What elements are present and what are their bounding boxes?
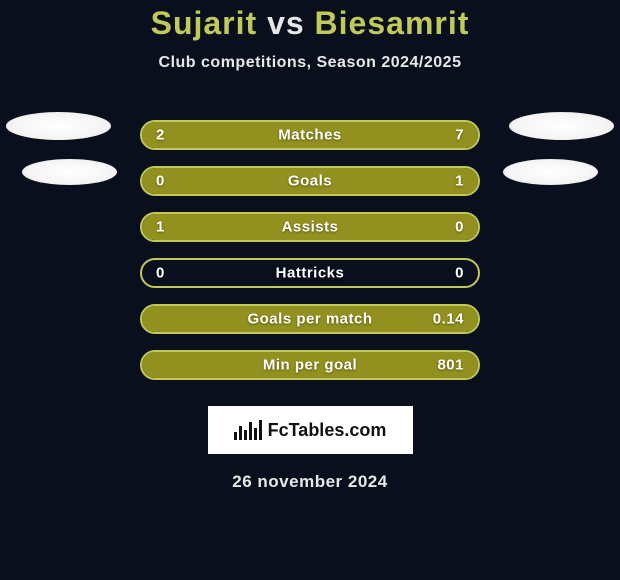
stat-label: Assists	[282, 219, 339, 236]
stat-label: Goals	[288, 173, 332, 190]
stat-label: Hattricks	[276, 265, 345, 282]
logo-text: FcTables.com	[268, 420, 387, 441]
stat-value-left: 1	[156, 219, 165, 236]
stat-bar: 2 Matches 7	[140, 120, 480, 150]
stat-label: Min per goal	[263, 357, 357, 374]
title-player1: Sujarit	[151, 5, 258, 41]
title-player2: Biesamrit	[315, 5, 470, 41]
title: Sujarit vs Biesamrit	[0, 5, 620, 42]
stats-section: 2 Matches 7 0 Goals 1 1 Assists 0 0 Hattricks 0 Goal…	[0, 112, 620, 388]
stat-label: Goals per match	[247, 311, 372, 328]
stat-bar: Min per goal 801	[140, 350, 480, 380]
stat-row: 2 Matches 7	[0, 112, 620, 158]
stat-row: 0 Goals 1	[0, 158, 620, 204]
date: 26 november 2024	[0, 472, 620, 492]
stat-value-right: 0.14	[433, 311, 464, 328]
stat-value-left: 0	[156, 265, 165, 282]
stat-bar-right-fill	[217, 122, 478, 148]
stat-row: Goals per match 0.14	[0, 296, 620, 342]
stat-value-right: 7	[455, 127, 464, 144]
stat-value-right: 0	[455, 265, 464, 282]
title-vs: vs	[267, 5, 305, 41]
stat-row: 0 Hattricks 0	[0, 250, 620, 296]
stat-value-left: 0	[156, 173, 165, 190]
stat-bar: 0 Goals 1	[140, 166, 480, 196]
logo-bars-icon	[234, 420, 262, 440]
stat-bar: Goals per match 0.14	[140, 304, 480, 334]
stat-row: Min per goal 801	[0, 342, 620, 388]
stat-row: 1 Assists 0	[0, 204, 620, 250]
stat-bar: 0 Hattricks 0	[140, 258, 480, 288]
subtitle: Club competitions, Season 2024/2025	[0, 54, 620, 72]
logo-box: FcTables.com	[208, 406, 413, 454]
stat-value-right: 0	[455, 219, 464, 236]
stat-value-right: 1	[455, 173, 464, 190]
stat-bar-left-fill	[142, 122, 217, 148]
stat-value-left: 2	[156, 127, 165, 144]
stat-value-right: 801	[437, 357, 464, 374]
stat-label: Matches	[278, 127, 342, 144]
stat-bar: 1 Assists 0	[140, 212, 480, 242]
